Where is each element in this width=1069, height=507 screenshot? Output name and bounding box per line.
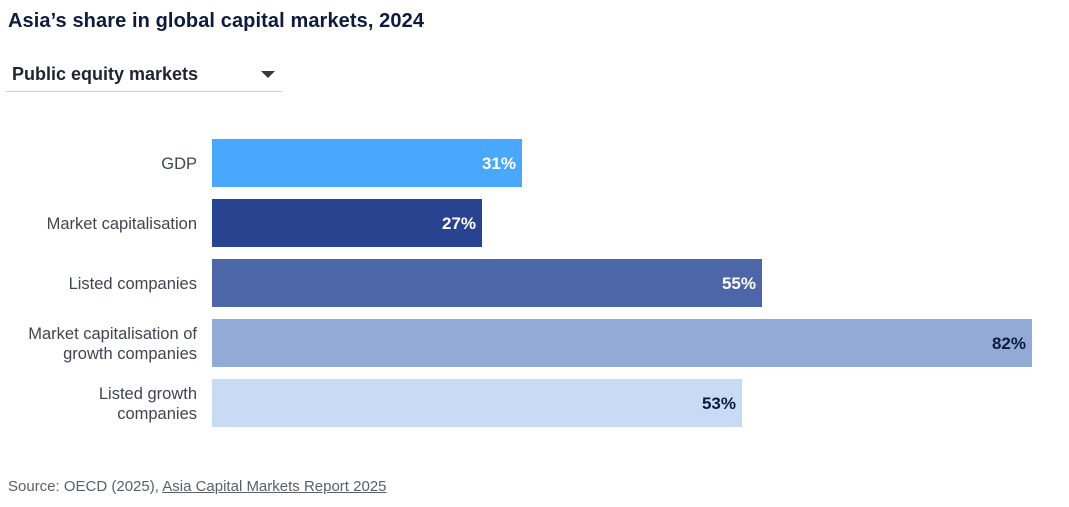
bar-value-label-2: 27% [442,214,476,233]
category-label-line: Listed companies [69,275,197,293]
category-label-3: Listed companies [69,275,197,293]
category-label-line: companies [117,405,197,423]
bar-value-label-1: 31% [482,154,516,173]
category-label-line: growth companies [63,345,197,363]
bar-value-label-5: 53% [702,394,736,413]
category-label-line: Market capitalisation [47,215,197,233]
source-prefix: Source: OECD (2025), [8,478,163,495]
bar-value-label-4: 82% [992,334,1026,353]
dropdown-selected-value: Public equity markets [12,64,199,84]
bar-value-label-3: 55% [722,274,756,293]
caret-down-icon [261,71,275,78]
category-label-line: Listed growth [99,385,197,403]
source-report-link[interactable]: Asia Capital Markets Report 2025 [162,478,387,495]
market-type-dropdown[interactable]: Public equity markets [6,58,282,92]
bar-chart: 31% GDP 27% Market capitalisation 55% Listed … [28,139,1032,427]
bar-3[interactable] [212,259,762,307]
category-label-line: Market capitalisation of [28,325,197,343]
category-label-1: GDP [161,155,197,173]
bar-5[interactable] [212,379,742,427]
bar-2[interactable] [212,199,482,247]
chart-title: Asia’s share in global capital markets, … [8,10,425,32]
category-label-5: Listed growth companies [99,385,197,423]
category-label-line: GDP [161,155,197,173]
bar-4[interactable] [212,319,1032,367]
bar-1[interactable] [212,139,522,187]
source-note: Source: OECD (2025), Asia Capital Market… [8,478,387,495]
category-label-2: Market capitalisation [47,215,197,233]
category-label-4: Market capitalisation of growth companies [28,325,197,363]
